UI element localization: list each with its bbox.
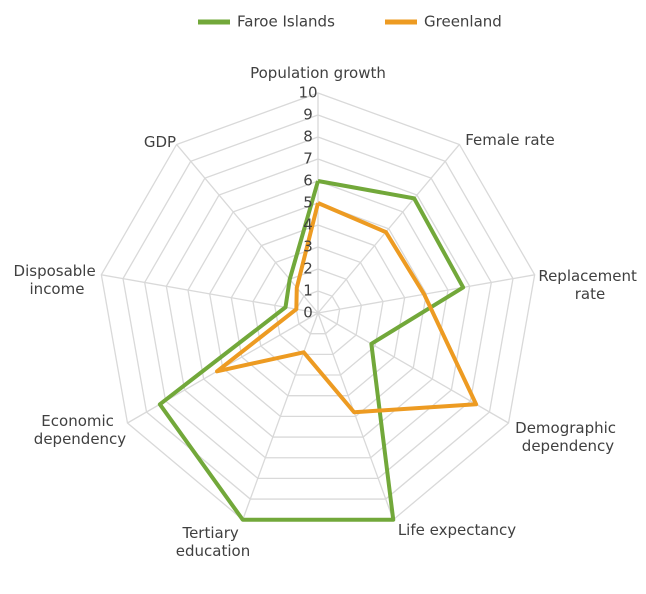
grid-ring	[165, 158, 471, 459]
axis-label: GDP	[144, 133, 176, 151]
grid-ring	[187, 180, 449, 438]
grid-ring	[208, 202, 428, 418]
axis-label: Replacement rate	[538, 267, 641, 303]
r-tick-label: 3	[303, 238, 313, 256]
spoke	[317, 144, 460, 314]
axis-label: Population growth	[250, 64, 386, 82]
legend-label: Greenland	[424, 13, 502, 31]
legend-label: Faroe Islands	[237, 13, 335, 31]
r-tick-label: 4	[303, 216, 313, 234]
r-tick-label: 10	[298, 84, 317, 102]
r-tick-label: 2	[303, 260, 313, 278]
grid-ring	[122, 114, 514, 500]
grid-ring	[230, 224, 406, 397]
r-tick-label: 5	[303, 194, 313, 212]
axis-label: Economic dependency	[34, 412, 127, 448]
axis-label: Tertiary education	[176, 524, 250, 560]
grid-ring	[143, 136, 493, 480]
axis-label: Demographic dependency	[515, 419, 621, 455]
axis-label: Female rate	[465, 131, 554, 149]
grid-ring	[295, 290, 341, 335]
spoke	[176, 144, 319, 314]
grid-ring	[273, 268, 363, 355]
r-tick-label: 8	[303, 128, 313, 146]
spoke	[317, 274, 535, 314]
spoke	[101, 274, 319, 314]
axis-label: Life expectancy	[398, 521, 516, 539]
r-tick-label: 9	[303, 106, 313, 124]
spoke	[242, 312, 319, 520]
r-tick-label: 1	[303, 282, 313, 300]
r-tick-label: 6	[303, 172, 313, 190]
r-tick-label: 7	[303, 150, 313, 168]
r-tick-label: 0	[303, 304, 313, 322]
axis-label: Disposable income	[14, 262, 101, 298]
grid-ring	[252, 246, 384, 376]
series-line	[215, 201, 479, 415]
series-line	[157, 179, 466, 522]
spoke	[317, 312, 394, 520]
